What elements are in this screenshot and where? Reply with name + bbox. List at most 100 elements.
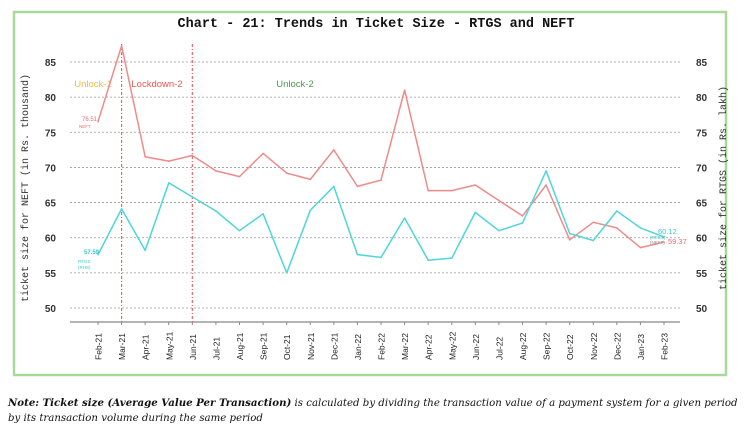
data-point-rtgs <box>427 259 429 262</box>
x-tick-label: Jul-21 <box>211 337 221 360</box>
data-label-neft-start: 76.51 <box>82 117 98 123</box>
y-tick-right: 55 <box>696 269 708 280</box>
x-tick-label: Mar-22 <box>400 333 410 360</box>
data-point-neft <box>309 178 312 181</box>
data-point-neft <box>639 246 642 249</box>
data-label-rtgs-start-tag: RTGS <box>78 259 90 264</box>
data-point-neft <box>380 179 382 181</box>
x-tick-label: Nov-22 <box>589 332 599 360</box>
data-point-rtgs <box>167 182 170 184</box>
data-label-rtgs-start: 57.59 <box>84 250 100 256</box>
data-point-neft <box>568 239 571 241</box>
data-point-neft <box>450 189 453 192</box>
x-tick-label: Nov-21 <box>306 332 316 360</box>
y-tick-right: 70 <box>696 163 708 174</box>
phase-label: Lockdown-2 <box>131 79 182 90</box>
chart-title: Chart - 21: Trends in Ticket Size - RTGS… <box>178 17 575 32</box>
x-tick-label: Jan-23 <box>636 334 646 360</box>
x-tick-label: Sep-21 <box>259 332 269 360</box>
data-label-neft-start-tag: NEFT <box>79 124 91 129</box>
data-point-neft <box>592 221 595 224</box>
x-tick-label: Apr-22 <box>424 334 434 360</box>
data-point-rtgs <box>403 217 406 219</box>
data-point-neft <box>144 156 146 158</box>
phase-label: Unlock-1 <box>74 79 112 90</box>
data-label-rtgs-start-tag2: (RHS) <box>78 265 91 270</box>
data-point-neft <box>238 175 241 178</box>
x-tick-label: Oct-22 <box>565 334 575 360</box>
data-point-rtgs <box>120 208 123 210</box>
data-point-rtgs <box>521 222 524 224</box>
y-tick-left: 60 <box>45 234 57 245</box>
data-point-neft <box>545 184 547 186</box>
data-point-neft <box>191 154 194 157</box>
data-point-neft <box>427 189 429 192</box>
x-tick-label: Dec-21 <box>329 332 339 360</box>
x-tick-label: Mar-21 <box>117 333 127 360</box>
x-tick-label: Aug-22 <box>518 332 528 360</box>
chart-frame <box>12 10 728 377</box>
x-tick-label: Oct-21 <box>282 334 292 360</box>
data-label-rtgs-end: 60.12 <box>658 227 677 236</box>
data-label-rtgs-end-tag: (RTGS) <box>650 235 666 240</box>
data-point-rtgs <box>663 236 665 238</box>
data-point-rtgs <box>356 253 359 256</box>
x-tick-label: Feb-22 <box>377 333 387 360</box>
data-point-rtgs <box>616 210 618 212</box>
x-tick-label: Aug-21 <box>235 332 245 360</box>
y-tick-right: 50 <box>696 304 708 315</box>
y-tick-right: 85 <box>696 58 708 69</box>
data-point-neft <box>521 215 524 217</box>
data-point-rtgs <box>238 229 241 232</box>
y-tick-right: 60 <box>696 234 708 245</box>
footnote-lead: Note: Ticket size (Average Value Per Tra… <box>8 397 292 409</box>
data-point-neft <box>215 170 217 172</box>
data-point-neft <box>498 199 500 202</box>
chart: Chart - 21: Trends in Ticket Size - RTGS… <box>12 10 730 377</box>
data-point-rtgs <box>191 196 194 198</box>
data-point-neft <box>262 152 264 155</box>
x-tick-label: Jun-22 <box>471 334 481 360</box>
y-tick-right: 65 <box>696 199 708 210</box>
data-point-rtgs <box>498 229 500 232</box>
data-point-neft <box>97 120 99 123</box>
y-tick-left: 55 <box>45 269 57 280</box>
data-point-neft <box>167 160 170 162</box>
data-point-neft <box>474 184 477 186</box>
data-point-rtgs <box>450 257 453 259</box>
data-point-rtgs <box>592 239 595 242</box>
data-point-rtgs <box>639 227 642 229</box>
footnote: Note: Ticket size (Average Value Per Tra… <box>8 396 743 426</box>
data-point-neft <box>663 241 665 243</box>
y-tick-left: 50 <box>45 304 57 315</box>
y-tick-right: 80 <box>696 93 708 104</box>
data-label-neft-end-tag: (NEFT) <box>650 240 665 245</box>
x-tick-label: Jul-22 <box>494 337 504 360</box>
x-tick-label: Jun-21 <box>188 334 198 360</box>
data-point-neft <box>120 45 123 47</box>
phase-label: Unlock-2 <box>276 79 314 90</box>
data-point-neft <box>285 172 288 174</box>
data-point-rtgs <box>545 170 547 172</box>
x-tick-label: Feb-23 <box>660 333 670 360</box>
x-tick-label: Dec-22 <box>612 332 622 360</box>
y-tick-left: 65 <box>45 199 57 210</box>
data-point-rtgs <box>309 209 312 212</box>
x-tick-label: May-21 <box>164 331 174 360</box>
x-tick-label: Jan-22 <box>353 334 363 360</box>
data-point-rtgs <box>262 213 264 215</box>
data-point-rtgs <box>380 256 382 259</box>
data-point-rtgs <box>474 211 477 214</box>
y-tick-left: 75 <box>45 128 57 139</box>
data-point-neft <box>616 227 618 229</box>
x-tick-label: Sep-22 <box>542 332 552 360</box>
x-tick-label: Apr-21 <box>141 334 151 360</box>
data-point-rtgs <box>285 272 288 274</box>
y-tick-left: 80 <box>45 93 57 104</box>
data-point-rtgs <box>333 185 335 188</box>
x-tick-label: Feb-21 <box>94 333 104 360</box>
y-tick-right: 75 <box>696 128 708 139</box>
y-axis-label-left: ticket size for NEFT (in Rs. thousand) <box>20 74 32 302</box>
y-axis-label-right: ticket size for RTGS (in Rs. lakh) <box>718 86 730 290</box>
data-point-rtgs <box>568 232 571 235</box>
